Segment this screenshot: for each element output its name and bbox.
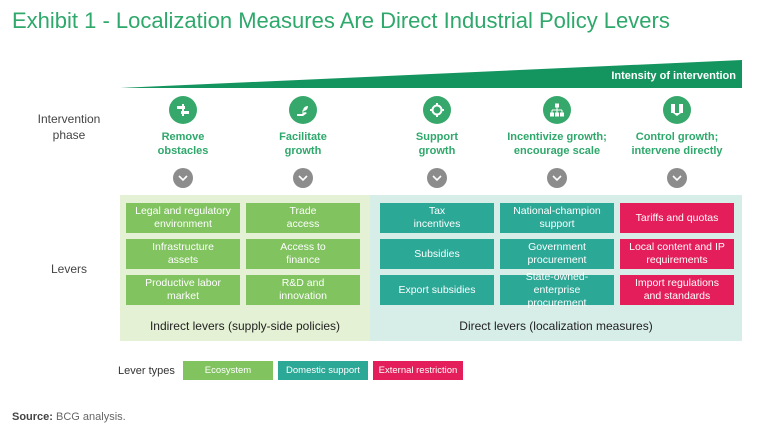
tools-icon bbox=[169, 96, 197, 124]
lever-labor-market: Productive labor market bbox=[126, 275, 240, 305]
source-text: BCG analysis. bbox=[56, 411, 126, 423]
legend-title: Lever types bbox=[118, 365, 175, 377]
lever-text-line1: Infrastructure bbox=[152, 241, 214, 253]
lever-trade-access: Trade access bbox=[246, 203, 360, 233]
phase-label-line1: Support bbox=[415, 131, 459, 143]
row-label-phase-line2: phase bbox=[52, 128, 86, 142]
lever-text-line2: market bbox=[166, 290, 200, 302]
lever-access-finance: Access to finance bbox=[246, 239, 360, 269]
lever-text-line1: Productive labor bbox=[145, 277, 221, 289]
phase-label-line2: obstacles bbox=[157, 145, 209, 157]
lever-text-line2: requirements bbox=[646, 254, 708, 266]
phase-incentivize-growth: Incentivize growth; encourage scale bbox=[498, 96, 616, 188]
row-label-levers: Levers bbox=[50, 262, 88, 276]
lever-government-procurement: Government procurement bbox=[500, 239, 614, 269]
phase-remove-obstacles: Remove obstacles bbox=[124, 96, 242, 188]
lever-national-champion: National-champion support bbox=[500, 203, 614, 233]
lever-text-line1: Local content and IP bbox=[629, 241, 725, 253]
indirect-levers-label: Indirect levers (supply-side policies) bbox=[149, 319, 341, 333]
phase-label: Remove obstacles bbox=[124, 130, 242, 158]
lever-text-line2: access bbox=[286, 218, 320, 230]
phase-label: Control growth; intervene directly bbox=[618, 130, 736, 158]
lever-text-line1: State-owned-enterprise bbox=[525, 270, 589, 296]
lever-text-line2: innovation bbox=[279, 290, 327, 302]
phase-label-line2: encourage scale bbox=[513, 145, 601, 157]
legend-external-restriction: External restriction bbox=[373, 361, 463, 380]
org-chart-icon bbox=[543, 96, 571, 124]
source-label: Source: bbox=[12, 411, 53, 423]
phase-label-line1: Control growth; bbox=[635, 131, 719, 143]
lever-subsidies: Subsidies bbox=[380, 239, 494, 269]
chevron-down-icon bbox=[427, 168, 447, 188]
lever-infrastructure: Infrastructure assets bbox=[126, 239, 240, 269]
row-label-phase: Intervention phase bbox=[20, 111, 118, 143]
lever-text-line2: incentives bbox=[413, 218, 461, 230]
lever-rnd-innovation: R&D and innovation bbox=[246, 275, 360, 305]
phase-control-growth: Control growth; intervene directly bbox=[618, 96, 736, 188]
handshake-icon bbox=[663, 96, 691, 124]
lever-text-line1: Tax bbox=[428, 205, 446, 217]
lever-local-content: Local content and IP requirements bbox=[620, 239, 734, 269]
phase-label-line1: Incentivize growth; bbox=[507, 131, 607, 143]
lever-text-line1: Subsidies bbox=[414, 247, 460, 260]
phase-label: Support growth bbox=[378, 130, 496, 158]
lever-text-line1: Legal and regulatory bbox=[135, 205, 231, 217]
chevron-down-icon bbox=[293, 168, 313, 188]
lever-text-line2: procurement bbox=[527, 296, 587, 309]
phase-facilitate-growth: Facilitate growth bbox=[244, 96, 362, 188]
lever-text-line2: and standards bbox=[643, 290, 711, 302]
phase-label-line2: intervene directly bbox=[631, 145, 723, 157]
lever-text-line2: environment bbox=[154, 218, 212, 230]
chevron-down-icon bbox=[667, 168, 687, 188]
lever-text-line1: Government bbox=[528, 241, 586, 253]
lever-soe-procurement: State-owned-enterprise procurement bbox=[500, 271, 614, 309]
lever-tax-incentives: Tax incentives bbox=[380, 203, 494, 233]
gear-icon bbox=[423, 96, 451, 124]
lever-text-line1: Import regulations bbox=[634, 277, 720, 289]
hand-plant-icon bbox=[289, 96, 317, 124]
phase-label-line2: growth bbox=[284, 145, 322, 157]
phase-label-line1: Remove bbox=[161, 131, 205, 143]
chevron-down-icon bbox=[173, 168, 193, 188]
lever-legal-regulatory: Legal and regulatory environment bbox=[126, 203, 240, 233]
chevron-down-icon bbox=[547, 168, 567, 188]
lever-text-line1: National-champion bbox=[513, 205, 601, 217]
lever-text-line1: Access to bbox=[280, 241, 326, 253]
source-note: Source: BCG analysis. bbox=[12, 411, 126, 423]
lever-text-line2: assets bbox=[167, 254, 199, 266]
phase-label: Facilitate growth bbox=[244, 130, 362, 158]
phase-label: Incentivize growth; encourage scale bbox=[498, 130, 616, 158]
lever-text-line1: Tariffs and quotas bbox=[635, 211, 719, 224]
lever-import-regulations: Import regulations and standards bbox=[620, 275, 734, 305]
lever-text-line2: support bbox=[539, 218, 575, 230]
lever-text-line2: procurement bbox=[527, 254, 587, 266]
legend-ecosystem: Ecosystem bbox=[183, 361, 273, 380]
phase-support-growth: Support growth bbox=[378, 96, 496, 188]
lever-text-line2: finance bbox=[286, 254, 320, 266]
lever-text-line1: R&D and bbox=[281, 277, 325, 289]
intensity-label: Intensity of intervention bbox=[611, 70, 736, 82]
row-label-phase-line1: Intervention bbox=[37, 112, 101, 126]
lever-text-line1: Trade bbox=[289, 205, 317, 217]
lever-export-subsidies: Export subsidies bbox=[380, 275, 494, 305]
lever-tariffs-quotas: Tariffs and quotas bbox=[620, 203, 734, 233]
intensity-wedge bbox=[120, 60, 742, 88]
page-title: Exhibit 1 - Localization Measures Are Di… bbox=[12, 8, 670, 33]
lever-text-line1: Export subsidies bbox=[398, 283, 476, 296]
legend-domestic-support: Domestic support bbox=[278, 361, 368, 380]
phase-label-line1: Facilitate bbox=[279, 131, 327, 143]
direct-levers-label: Direct levers (localization measures) bbox=[459, 319, 653, 333]
phase-label-line2: growth bbox=[418, 145, 456, 157]
